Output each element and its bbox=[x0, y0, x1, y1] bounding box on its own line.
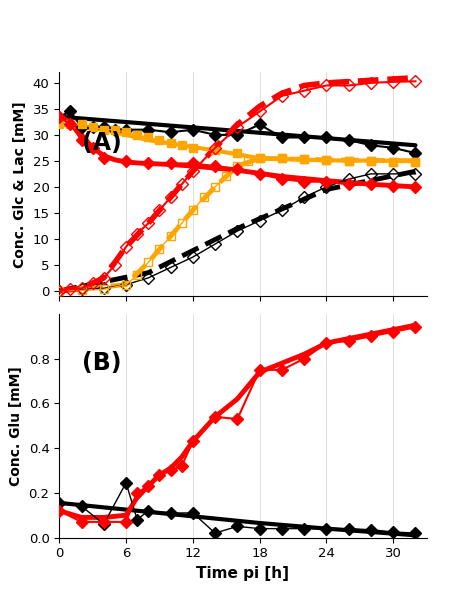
Text: (B): (B) bbox=[82, 351, 121, 375]
Y-axis label: Conc. Glu [mM]: Conc. Glu [mM] bbox=[9, 366, 23, 486]
Y-axis label: Conc. Glc & Lac [mM]: Conc. Glc & Lac [mM] bbox=[13, 101, 27, 268]
Text: (A): (A) bbox=[82, 130, 121, 155]
X-axis label: Time pi [h]: Time pi [h] bbox=[196, 566, 290, 581]
